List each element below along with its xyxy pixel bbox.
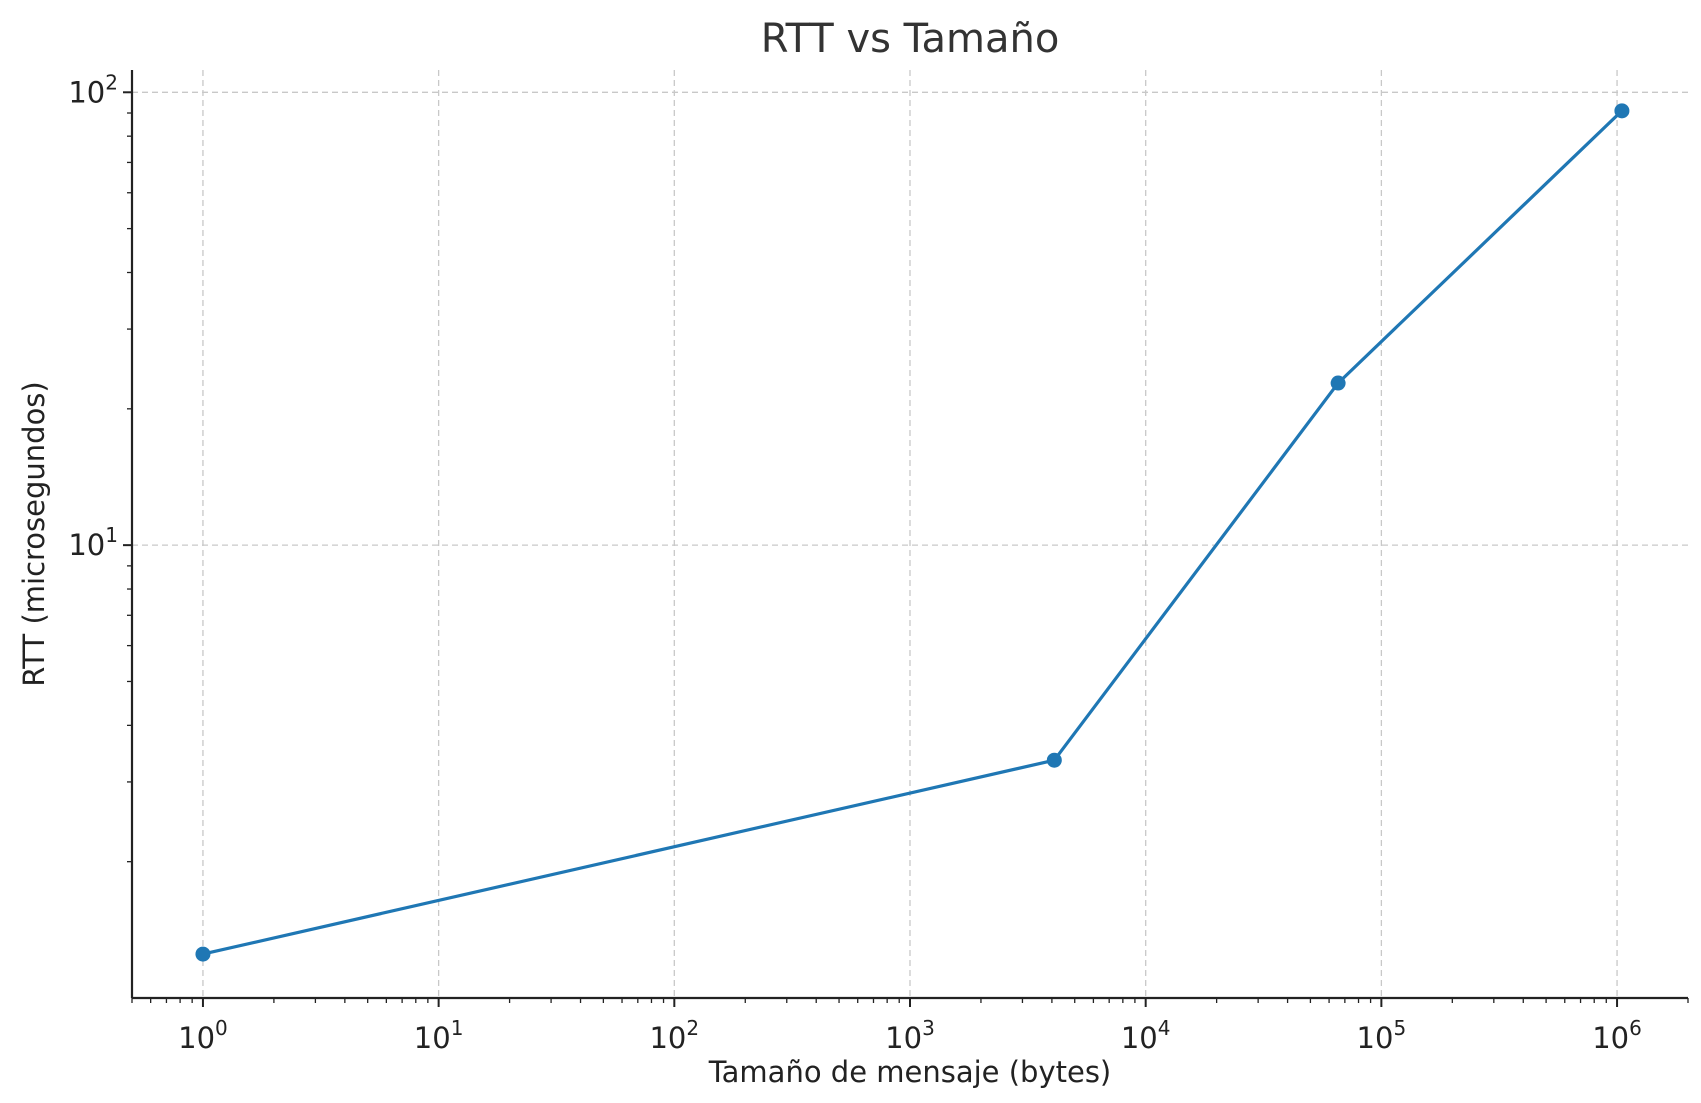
x-tick-label: 106 <box>1592 1016 1642 1055</box>
x-tick-label: 104 <box>1121 1016 1171 1055</box>
x-tick-label: 102 <box>649 1016 699 1055</box>
data-point <box>1046 752 1062 768</box>
y-tick-label: 101 <box>68 523 118 562</box>
x-axis-label: Tamaño de mensaje (bytes) <box>708 1055 1112 1089</box>
chart-title: RTT vs Tamaño <box>761 16 1060 62</box>
grid-lines <box>132 70 1688 998</box>
data-point <box>195 946 211 962</box>
series-layer <box>195 103 1630 962</box>
data-point <box>1614 103 1630 119</box>
data-point <box>1330 375 1346 391</box>
series-line <box>202 109 1624 956</box>
x-tick-label: 103 <box>885 1016 935 1055</box>
axis-ticks: 100 101 102 103 104 105 106 101 102 <box>68 70 1689 1055</box>
y-axis-label: RTT (microsegundos) <box>17 381 51 686</box>
x-tick-label: 100 <box>178 1016 228 1055</box>
x-tick-label: 101 <box>414 1016 464 1055</box>
x-tick-label: 105 <box>1357 1016 1407 1055</box>
y-tick-label: 102 <box>68 70 118 109</box>
